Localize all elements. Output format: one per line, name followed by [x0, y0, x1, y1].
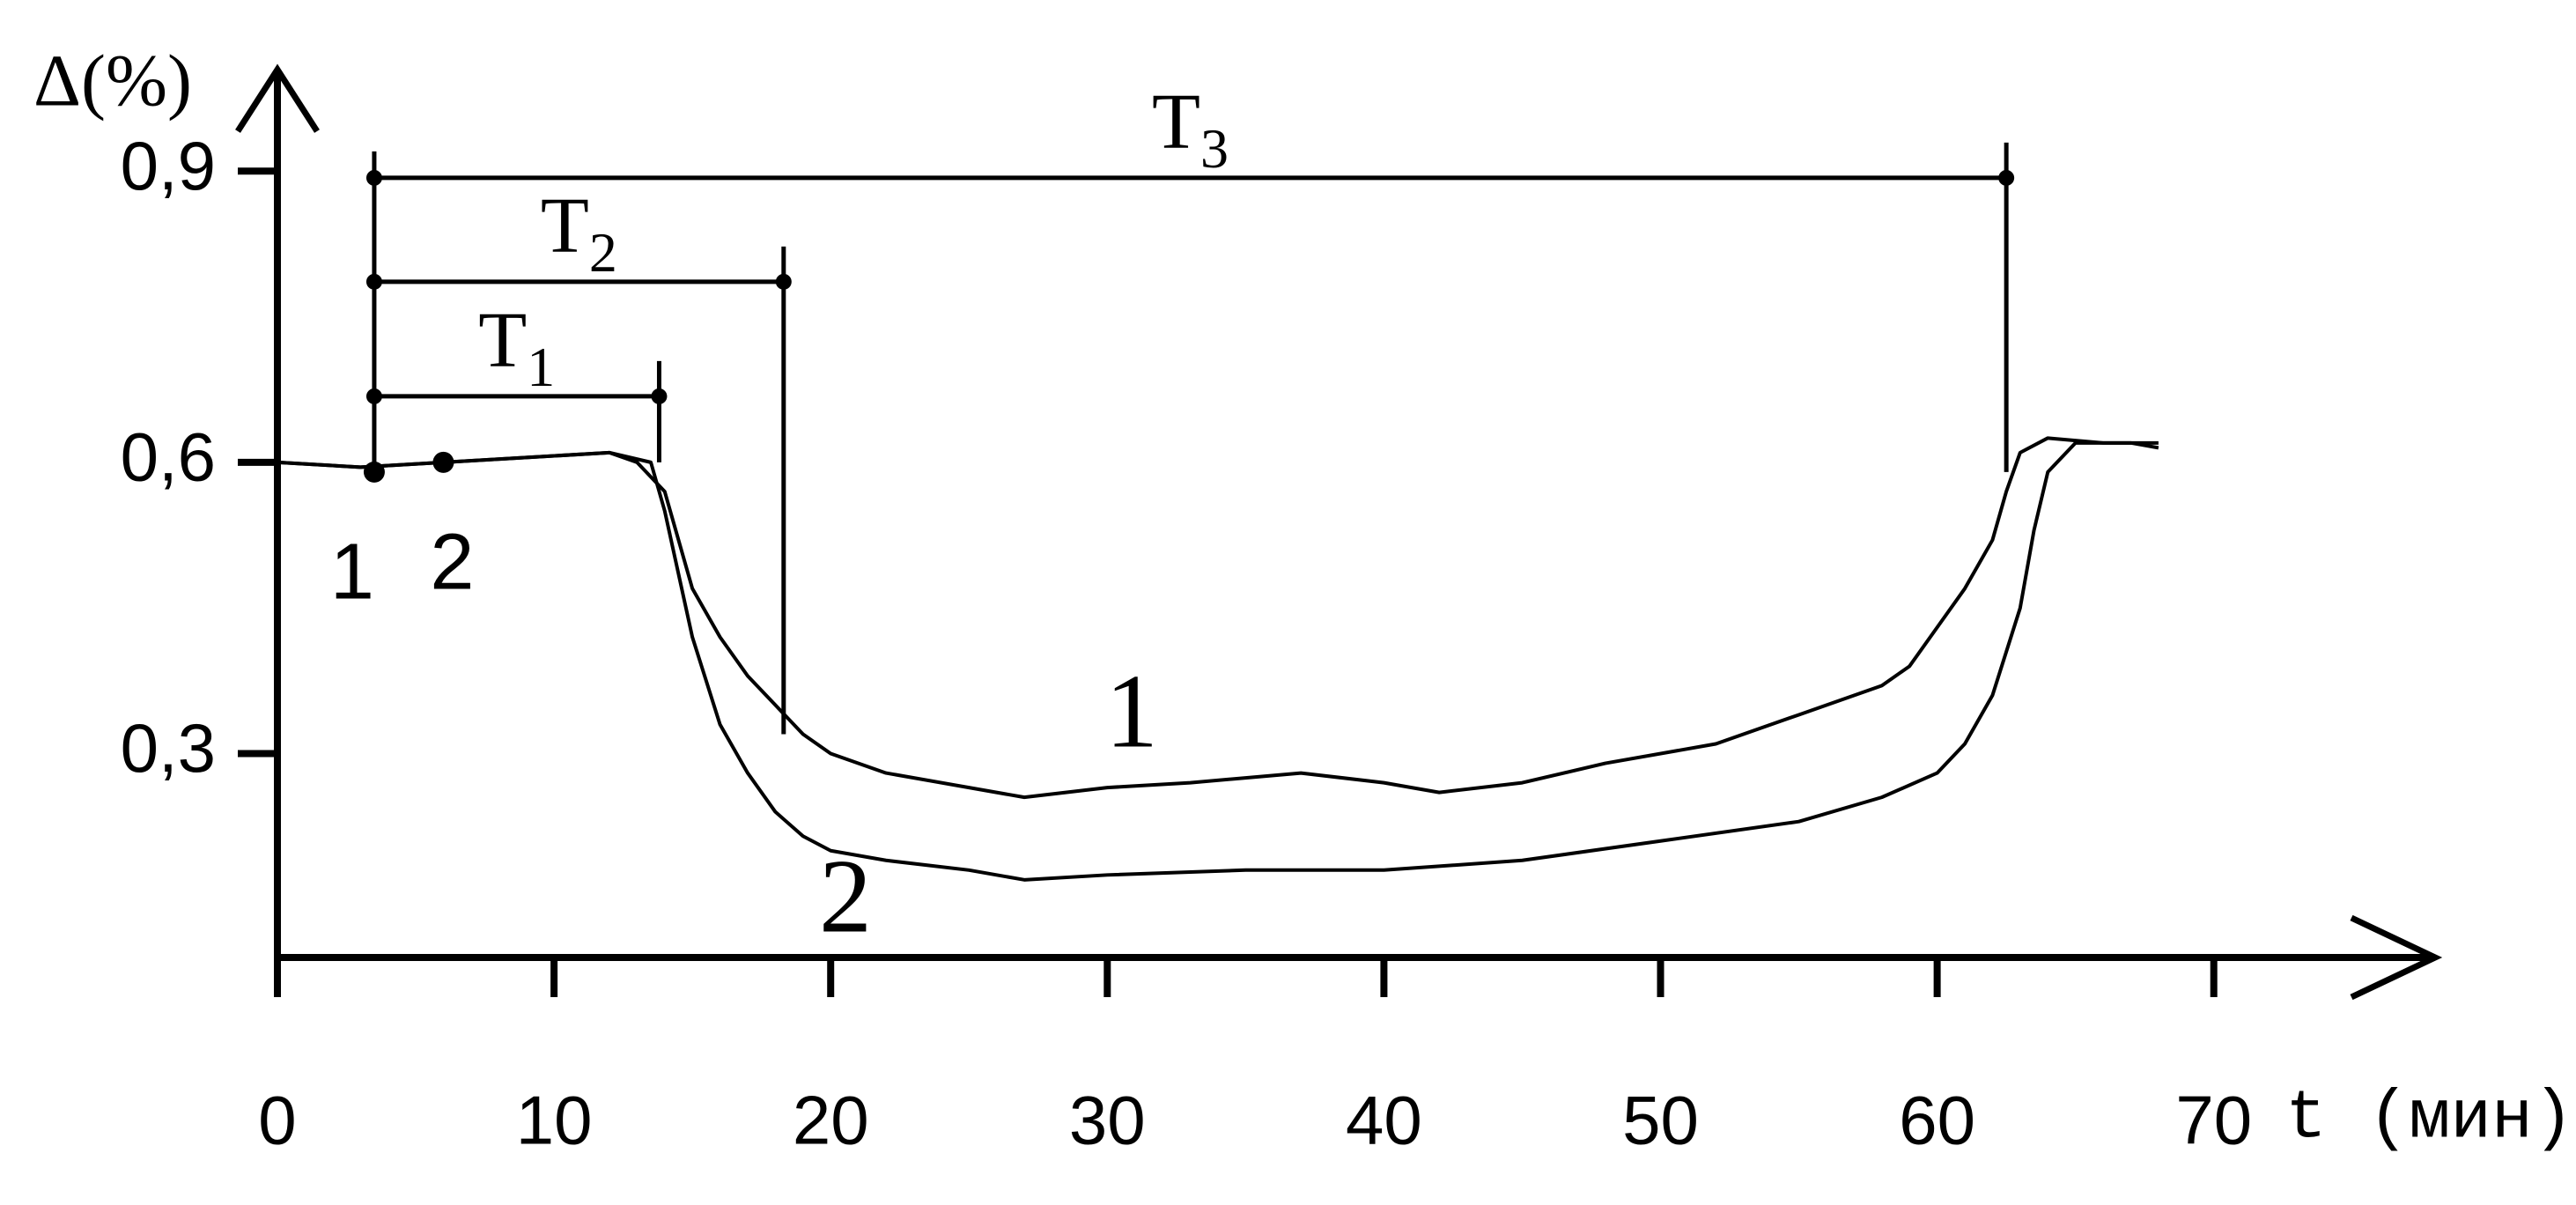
start-marker: [432, 451, 454, 473]
x-tick-label: 70: [2175, 1082, 2252, 1159]
y-axis-arrow: [235, 63, 320, 133]
x-tick-label: 20: [793, 1082, 869, 1159]
interval-index: 1: [527, 336, 555, 398]
marker-label: 1: [330, 529, 374, 617]
x-axis-arrow: [2350, 914, 2443, 1001]
interval-index: 3: [1200, 117, 1229, 180]
x-tick-label: 40: [1346, 1082, 1422, 1159]
series-line: [277, 440, 2159, 882]
interval-index: 2: [589, 221, 617, 284]
series-label: 2: [819, 838, 872, 955]
series-label: 1: [1105, 653, 1158, 770]
y-axis-label: Δ(%): [33, 40, 192, 122]
series-line: [277, 436, 2159, 800]
y-tick-label: 0,6: [121, 418, 216, 495]
y-tick-label: 0,9: [121, 127, 216, 204]
interval-name: T: [1152, 78, 1200, 166]
x-tick-label: 10: [516, 1082, 593, 1159]
y-tick-label: 0,3: [121, 709, 216, 787]
interval-label: T3: [1152, 78, 1229, 180]
interval-label: T1: [478, 297, 555, 398]
x-tick-label: 0: [258, 1082, 296, 1159]
x-tick-label: 30: [1069, 1082, 1146, 1159]
x-tick-label: 60: [1899, 1082, 1975, 1159]
interval-name: T: [541, 182, 589, 270]
x-tick-label: 50: [1622, 1082, 1699, 1159]
interval-label: T2: [541, 182, 617, 284]
marker-label: 2: [430, 519, 474, 607]
x-axis-label: t (мин): [2285, 1081, 2574, 1158]
interval-name: T: [478, 297, 527, 384]
